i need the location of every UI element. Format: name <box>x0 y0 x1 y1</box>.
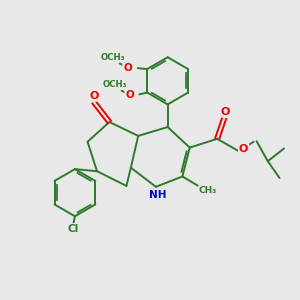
Text: O: O <box>123 63 132 73</box>
Text: O: O <box>220 107 230 117</box>
Text: Cl: Cl <box>68 224 79 234</box>
Text: O: O <box>239 144 248 154</box>
Text: O: O <box>90 91 99 101</box>
Text: O: O <box>125 90 134 100</box>
Text: CH₃: CH₃ <box>199 186 217 195</box>
Text: NH: NH <box>148 190 166 200</box>
Text: OCH₃: OCH₃ <box>103 80 127 89</box>
Text: OCH₃: OCH₃ <box>100 53 125 62</box>
